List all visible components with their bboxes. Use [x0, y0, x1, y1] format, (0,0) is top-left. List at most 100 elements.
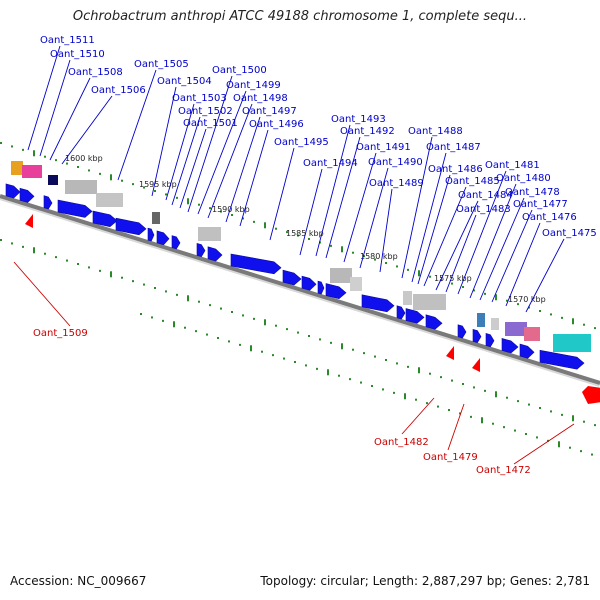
- gene-label[interactable]: Oant_1488: [408, 126, 463, 137]
- gene-label[interactable]: Oant_1502: [178, 106, 233, 117]
- tick-mark: [283, 357, 285, 360]
- forward-gene[interactable]: [325, 283, 347, 300]
- forward-gene[interactable]: [501, 338, 519, 354]
- forward-gene[interactable]: [156, 230, 170, 246]
- gene-label[interactable]: Oant_1509: [33, 328, 88, 339]
- reverse-gene[interactable]: [472, 358, 480, 372]
- leader-line: [505, 222, 541, 307]
- gene-label[interactable]: Oant_1487: [426, 142, 481, 153]
- gene-label[interactable]: Oant_1496: [249, 119, 304, 130]
- gene-label[interactable]: Oant_1481: [485, 160, 540, 171]
- gene-label[interactable]: Oant_1472: [476, 465, 531, 476]
- gene-label[interactable]: Oant_1490: [368, 157, 423, 168]
- tick-mark: [132, 183, 134, 186]
- leader-line: [179, 128, 207, 209]
- forward-gene[interactable]: [539, 349, 585, 370]
- forward-gene[interactable]: [282, 269, 302, 286]
- forward-gene[interactable]: [196, 243, 206, 257]
- forward-gene[interactable]: [115, 217, 147, 236]
- gene-label[interactable]: Oant_1493: [331, 114, 386, 125]
- tick-mark: [77, 165, 79, 168]
- gene-label[interactable]: Oant_1504: [157, 76, 212, 87]
- forward-gene[interactable]: [57, 199, 93, 218]
- tick-mark: [374, 258, 376, 261]
- tick-mark: [176, 196, 178, 199]
- gene-label[interactable]: Oant_1486: [428, 164, 483, 175]
- tick-mark: [503, 426, 505, 429]
- tick-mark: [594, 327, 596, 330]
- gene-label[interactable]: Oant_1503: [172, 93, 227, 104]
- forward-gene[interactable]: [43, 195, 53, 210]
- gene-label[interactable]: Oant_1484: [458, 190, 513, 201]
- gene-label[interactable]: Oant_1498: [233, 93, 288, 104]
- tick-mark: [506, 299, 508, 302]
- tick-mark: [272, 354, 274, 357]
- gene-label[interactable]: Oant_1500: [212, 65, 267, 76]
- forward-gene[interactable]: [92, 210, 118, 228]
- gene-label[interactable]: Oant_1476: [522, 212, 577, 223]
- feature-box: [65, 180, 97, 194]
- gene-label[interactable]: Oant_1491: [356, 142, 411, 153]
- gene-label[interactable]: Oant_1506: [91, 85, 146, 96]
- forward-gene[interactable]: [301, 275, 317, 291]
- forward-gene[interactable]: [5, 183, 21, 199]
- gene-label[interactable]: Oant_1485: [445, 176, 500, 187]
- forward-gene[interactable]: [457, 324, 467, 339]
- gene-label[interactable]: Oant_1501: [183, 118, 238, 129]
- gene-label[interactable]: Oant_1477: [513, 199, 568, 210]
- gene-label[interactable]: Oant_1495: [274, 137, 329, 148]
- tick-mark: [558, 441, 560, 448]
- tick-mark: [473, 386, 475, 389]
- tick-mark: [470, 415, 472, 418]
- tick-mark: [187, 295, 189, 302]
- gene-label[interactable]: Oant_1497: [242, 106, 297, 117]
- tick-mark: [363, 255, 365, 258]
- forward-labels: Oant_1511 Oant_1510 Oant_1508 Oant_1506 …: [40, 35, 597, 239]
- leader-line: [197, 90, 247, 215]
- tick-mark: [536, 436, 538, 439]
- gene-label[interactable]: Oant_1480: [496, 173, 551, 184]
- tick-mark: [286, 231, 288, 234]
- gene-label[interactable]: Oant_1510: [50, 49, 105, 60]
- gene-label[interactable]: Oant_1489: [369, 178, 424, 189]
- gene-label[interactable]: Oant_1478: [505, 187, 560, 198]
- tick-mark: [88, 169, 90, 172]
- feature-box: [491, 318, 499, 330]
- forward-genes: [5, 183, 585, 370]
- gene-label[interactable]: Oant_1479: [423, 452, 478, 463]
- forward-gene[interactable]: [230, 253, 282, 275]
- forward-gene[interactable]: [472, 329, 482, 344]
- forward-gene[interactable]: [19, 187, 35, 203]
- gene-label[interactable]: Oant_1475: [542, 228, 597, 239]
- reverse-gene[interactable]: [446, 346, 454, 360]
- tick-mark: [569, 446, 571, 449]
- gene-label[interactable]: Oant_1482: [374, 437, 429, 448]
- tick-mark: [11, 145, 13, 148]
- gene-label[interactable]: Oant_1508: [68, 67, 123, 78]
- gene-label[interactable]: Oant_1511: [40, 35, 95, 46]
- forward-gene[interactable]: [405, 308, 425, 324]
- forward-gene[interactable]: [485, 333, 495, 348]
- reverse-gene[interactable]: [25, 214, 33, 228]
- forward-gene[interactable]: [361, 294, 395, 313]
- gene-label[interactable]: Oant_1492: [340, 126, 395, 137]
- forward-gene[interactable]: [396, 305, 406, 320]
- forward-gene[interactable]: [519, 343, 535, 359]
- leader-line: [49, 77, 91, 161]
- leader-line: [491, 209, 533, 303]
- leader-line: [513, 423, 575, 465]
- gene-label[interactable]: Oant_1483: [456, 204, 511, 215]
- gene-label[interactable]: Oant_1494: [303, 158, 358, 169]
- gene-label[interactable]: Oant_1499: [226, 80, 281, 91]
- tick-rows: [0, 142, 596, 456]
- tick-mark: [44, 252, 46, 255]
- tick-mark: [22, 148, 24, 151]
- reverse-gene[interactable]: [582, 386, 600, 404]
- forward-gene[interactable]: [207, 246, 223, 262]
- forward-gene[interactable]: [317, 280, 325, 295]
- forward-gene[interactable]: [171, 235, 181, 250]
- forward-gene[interactable]: [425, 314, 443, 330]
- gene-label[interactable]: Oant_1505: [134, 59, 189, 70]
- scale-labels: 1600 kbp 1595 kbp 1590 kbp 1585 kbp 1580…: [65, 154, 546, 304]
- forward-gene[interactable]: [147, 227, 155, 242]
